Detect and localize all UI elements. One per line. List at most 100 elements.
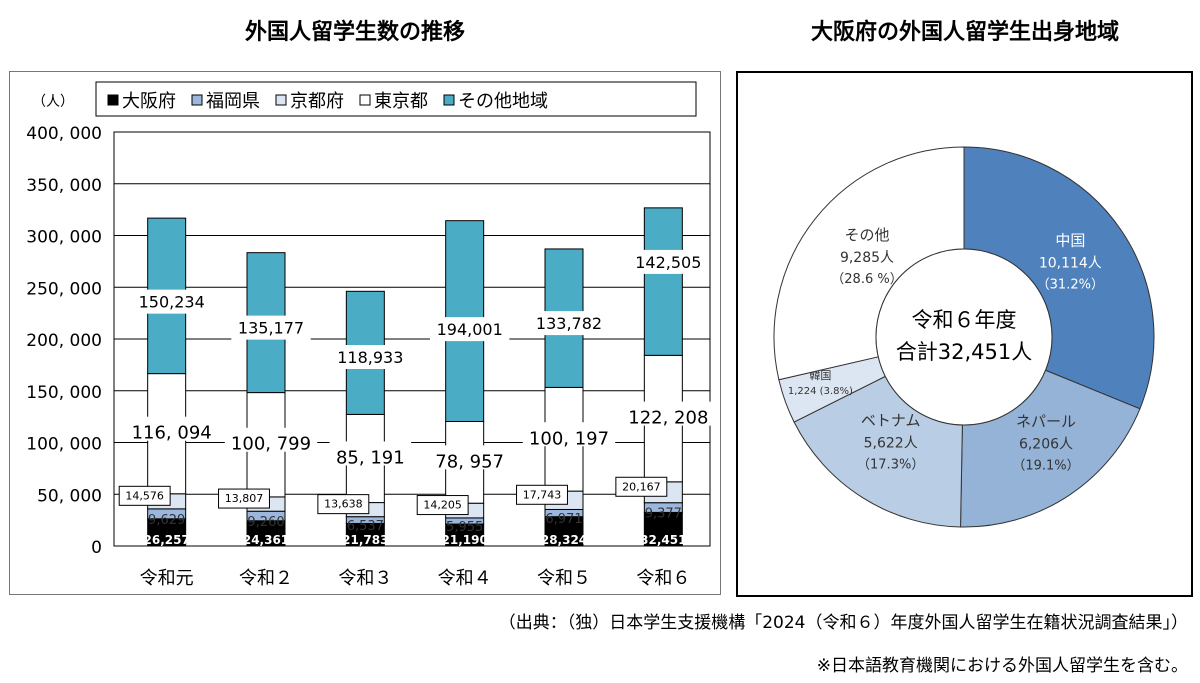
data-label-fukuoka-5: 9,377: [645, 507, 682, 522]
y-tick-label: 100, 000: [26, 435, 102, 455]
data-label-tokyo-1: 100, 799: [231, 434, 311, 455]
data-label-kyoto-2: 13,638: [324, 498, 363, 511]
data-label-tokyo-0: 116, 094: [132, 423, 212, 444]
data-label-bg-kyoto-0: [118, 485, 171, 506]
data-label-osaka-0: 26,257: [144, 533, 190, 547]
y-tick-label: 350, 000: [26, 176, 102, 196]
data-label-bg-kyoto-5: [615, 476, 668, 497]
slice-label-korea: 韓国: [809, 369, 831, 382]
data-label-bg-kyoto-1: [218, 488, 270, 509]
data-label-bg-other-2: [330, 345, 411, 370]
x-tick-label: 令和４: [438, 568, 492, 589]
data-label-tokyo-5: 122, 208: [628, 408, 708, 429]
data-label-bg-tokyo-0: [125, 416, 218, 441]
legend-label-tokyo: 東京都: [374, 91, 428, 112]
bar-other-5: [643, 207, 683, 356]
data-label-fukuoka-2: 6,537: [347, 519, 384, 534]
y-tick-label: 400, 000: [26, 124, 102, 144]
legend-label-osaka: 大阪府: [122, 91, 176, 112]
center-label-total: 合計32,451人: [896, 340, 1032, 364]
y-tick-label: 0: [91, 538, 102, 558]
pie-chart-title: 大阪府の外国人留学生出身地域: [810, 20, 1119, 45]
slice-count-vietnam: 5,622人: [864, 435, 918, 451]
data-label-osaka-1: 24,361: [243, 533, 289, 547]
data-label-tokyo-4: 100, 197: [529, 428, 609, 449]
data-label-bg-other-3: [429, 317, 510, 342]
bar-osaka-4: [544, 516, 584, 547]
slice-pct-nepal: （19.1%）: [1012, 458, 1079, 473]
slice-pct-vietnam: （17.3%）: [857, 457, 924, 472]
data-label-other-2: 118,933: [337, 348, 403, 367]
bar-chart-panel: （人） 0 50, 000 100, 000 150, 000 200, 000 250, …: [9, 71, 721, 595]
data-label-bg-other-1: [231, 315, 311, 340]
footnote: ※日本語教育機関における外国人留学生を含む。: [816, 656, 1188, 676]
data-label-kyoto-4: 17,743: [523, 488, 562, 501]
slice-label-vietnam: ベトナム: [861, 411, 921, 429]
data-label-bg-other-0: [131, 289, 212, 314]
data-label-kyoto-5: 20,167: [622, 480, 661, 493]
bar-osaka-1: [246, 520, 286, 547]
data-label-kyoto-0: 14,576: [125, 489, 164, 502]
legend-swatch-kyoto: [275, 94, 287, 106]
data-label-bg-other-5: [628, 249, 709, 274]
slice-count-china: 10,114人: [1039, 256, 1102, 272]
legend-swatch-other: [443, 94, 455, 106]
data-label-kyoto-3: 14,205: [423, 499, 462, 512]
data-label-bg-kyoto-2: [317, 494, 370, 515]
legend-swatch-osaka: [107, 94, 119, 106]
slice-count-korea: 1,224 (3.8%): [788, 386, 853, 397]
y-tick-label: 50, 000: [37, 486, 102, 506]
data-label-bg-tokyo-3: [428, 445, 511, 470]
data-label-osaka-4: 28,324: [541, 533, 587, 547]
data-label-bg-tokyo-5: [622, 401, 715, 426]
donut-hole: [875, 248, 1053, 426]
y-tick-label: 200, 000: [26, 331, 102, 351]
data-label-bg-kyoto-3: [416, 495, 469, 516]
data-label-other-5: 142,505: [635, 253, 701, 272]
x-tick-label: 令和２: [239, 568, 293, 589]
data-label-kyoto-1: 13,807: [225, 492, 264, 505]
y-tick-label: 300, 000: [26, 228, 102, 248]
bar-chart-svg: （人） 0 50, 000 100, 000 150, 000 200, 000 250, …: [26, 81, 715, 589]
data-label-osaka-2: 21,783: [342, 533, 388, 547]
x-tick-label: 令和５: [537, 568, 591, 589]
slice-count-pie_other: 9,285人: [840, 250, 894, 266]
pie-chart-panel: 中国 10,114人 （31.2%） ネパール 6,206人 （19.1%） ベトナム 5,6…: [736, 71, 1193, 597]
data-label-fukuoka-1: 9,260: [247, 515, 284, 530]
data-label-bg-tokyo-4: [522, 422, 616, 447]
data-label-bg-kyoto-4: [516, 484, 568, 505]
slice-count-nepal: 6,206人: [1019, 436, 1073, 452]
data-label-osaka-5: 32,451: [640, 533, 686, 547]
source-note: （出典：（独）日本学生支援機構「2024（令和６）年度外国人留学生在籍状況調査結…: [498, 613, 1188, 633]
data-label-fukuoka-4: 6,971: [545, 512, 582, 527]
data-label-bg-other-4: [529, 311, 609, 336]
slice-pct-pie_other: （28.6 %）: [831, 272, 902, 287]
slice-label-china: 中国: [1055, 232, 1085, 250]
slice-pct-china: （31.2%）: [1037, 278, 1104, 293]
legend-label-other: その他地域: [458, 91, 548, 112]
y-unit-label: （人）: [32, 94, 74, 110]
data-label-other-0: 150,234: [139, 293, 205, 312]
center-label-year: 令和６年度: [912, 308, 1017, 332]
legend-swatch-fukuoka: [191, 94, 203, 106]
data-label-fukuoka-0: 9,629: [148, 513, 185, 528]
data-label-other-4: 133,782: [536, 314, 602, 333]
legend-label-kyoto: 京都府: [290, 91, 344, 112]
legend: 大阪府 福岡県 京都府 東京都 その他地域: [95, 81, 697, 117]
slice-label-nepal: ネパール: [1016, 412, 1076, 430]
data-label-bg-tokyo-2: [329, 441, 412, 466]
x-tick-label: 令和元: [140, 568, 194, 589]
slice-label-pie_other: その他: [845, 226, 890, 244]
data-label-osaka-3: 21,190: [442, 533, 488, 547]
data-label-other-1: 135,177: [238, 319, 304, 338]
bar-osaka-5: [643, 511, 683, 547]
legend-label-fukuoka: 福岡県: [206, 91, 260, 112]
y-tick-label: 250, 000: [26, 279, 102, 299]
data-label-other-3: 194,001: [437, 320, 503, 339]
data-label-tokyo-2: 85, 191: [336, 447, 405, 468]
legend-swatch-tokyo: [359, 94, 371, 106]
data-label-fukuoka-3: 5,955: [446, 520, 483, 535]
x-tick-label: 令和６: [636, 568, 690, 589]
x-tick-label: 令和３: [338, 568, 392, 589]
bar-chart-title: 外国人留学生数の推移: [244, 20, 465, 45]
